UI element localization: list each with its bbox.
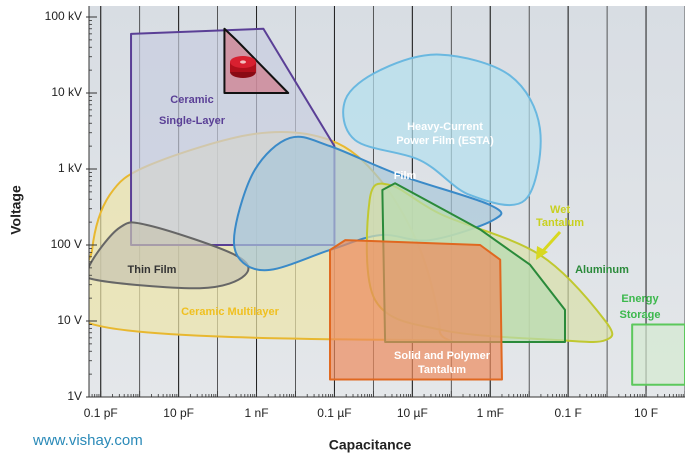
footer-url: www.vishay.com (32, 432, 143, 449)
region (342, 53, 542, 207)
region-label: Energy (621, 293, 659, 305)
y-tick-label: 100 kV (45, 9, 82, 23)
region-label: Single-Layer (159, 115, 226, 127)
region (631, 323, 685, 386)
x-tick-label: 0.1 pF (84, 406, 118, 420)
x-axis-label: Capacitance (329, 437, 412, 453)
region-label: Aluminum (575, 264, 629, 276)
region-label: Power Film (ESTA) (396, 135, 494, 147)
region-label: Wet (550, 204, 570, 216)
region-label: Storage (620, 309, 661, 321)
regions (89, 27, 685, 386)
region-label: Ceramic (170, 94, 213, 106)
y-tick-label: 1V (67, 389, 82, 403)
x-tick-label: 0.1 F (554, 406, 581, 420)
x-tick-label: 10 F (634, 406, 658, 420)
capacitor-icon (230, 56, 256, 78)
y-tick-label: 100 V (51, 237, 82, 251)
region-label: Film (394, 170, 417, 182)
x-tick-label: 10 µF (397, 406, 428, 420)
y-tick-label: 1 kV (58, 161, 82, 175)
y-tick-label: 10 kV (51, 85, 82, 99)
region (329, 239, 503, 381)
region-labels: Ceramic Multilayer Ceramic Single-Layer Thi… (128, 94, 661, 376)
wet-tantalum-arrow (536, 230, 562, 260)
x-tick-label: 10 pF (163, 406, 194, 420)
x-tick-label: 0.1 µF (317, 406, 351, 420)
x-tick-label: 1 mF (477, 406, 504, 420)
x-tick-label: 1 nF (245, 406, 269, 420)
y-tick-label: 10 V (57, 313, 82, 327)
region-label: Tantalum (418, 364, 466, 376)
axes (86, 6, 685, 398)
y-axis-label: Voltage (8, 185, 24, 235)
region-label: Ceramic Multilayer (181, 306, 280, 318)
region-label: Heavy-Current (407, 121, 483, 133)
region-label: Tantalum (536, 217, 584, 229)
region-label: Thin Film (128, 264, 177, 276)
region-label: Solid and Polymer (394, 350, 491, 362)
